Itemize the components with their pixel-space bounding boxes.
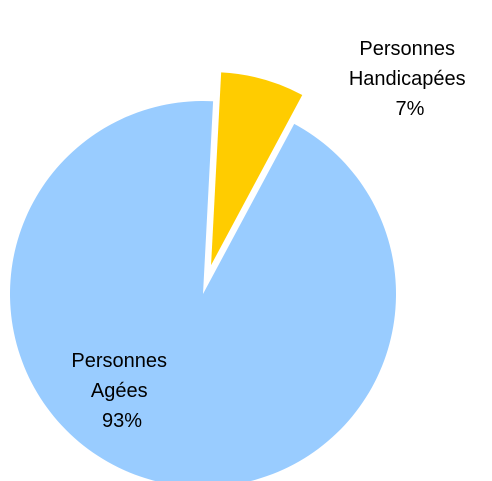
slice-label-agees: Personnes Agées 93% [71, 350, 172, 432]
pie-slice-handicapees [211, 72, 303, 266]
slice-label-handicapees: Personnes Handicapées 7% [349, 38, 471, 120]
pie-slice-agees [10, 101, 396, 481]
slice-label-handicapees-line1: Personnes [359, 38, 455, 60]
slice-label-agees-value: 93% [102, 410, 142, 432]
slice-label-handicapees-line2: Handicapées [349, 68, 466, 90]
slices-layer [10, 72, 396, 481]
slice-label-handicapees-value: 7% [396, 98, 425, 120]
slice-label-agees-line2: Agées [91, 380, 148, 402]
slice-label-agees-line1: Personnes [71, 350, 167, 372]
